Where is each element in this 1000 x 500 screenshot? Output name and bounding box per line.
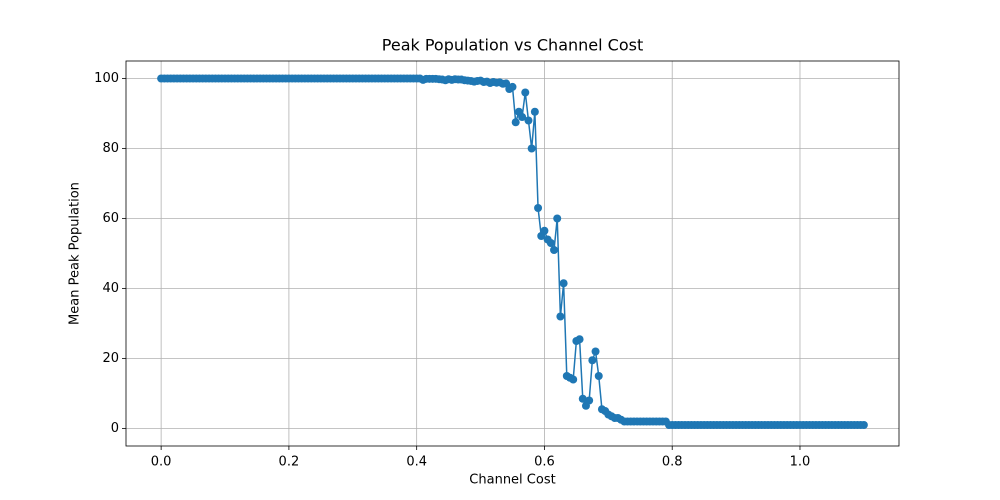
y-tick-label: 80: [102, 141, 119, 156]
data-point: [553, 214, 562, 223]
data-point: [508, 82, 517, 91]
y-tick-label: 0: [111, 421, 119, 436]
y-tick-label: 20: [102, 351, 119, 366]
data-point: [575, 335, 584, 344]
x-tick-label: 0.4: [406, 455, 427, 470]
data-point: [556, 312, 565, 321]
data-point: [527, 144, 536, 153]
data-point: [569, 375, 578, 384]
data-point: [534, 204, 543, 212]
data-point: [594, 372, 603, 380]
data-point: [859, 421, 868, 429]
plot-frame: [125, 60, 900, 447]
y-tick-label: 60: [102, 211, 119, 226]
data-point: [540, 226, 549, 235]
y-axis-label: Mean Peak Population: [68, 182, 83, 325]
data-point: [559, 279, 568, 288]
data-point: [585, 396, 594, 405]
y-tick-label: 40: [102, 281, 119, 296]
x-tick-label: 0.0: [151, 455, 172, 470]
data-point: [588, 356, 597, 365]
data-point: [578, 394, 587, 403]
data-point: [550, 246, 559, 254]
x-tick-label: 1.0: [790, 455, 811, 470]
data-point: [518, 113, 527, 121]
data-point: [524, 116, 533, 125]
data-point: [546, 239, 555, 247]
x-tick-label: 0.8: [662, 455, 683, 470]
x-tick-label: 0.2: [279, 455, 300, 470]
x-tick-label: 0.6: [534, 455, 555, 470]
data-point: [591, 347, 600, 356]
chart-title: Peak Population vs Channel Cost: [382, 36, 643, 55]
data-point: [511, 118, 520, 127]
x-axis-label: Channel Cost: [469, 473, 555, 488]
y-tick-label: 100: [94, 71, 119, 86]
data-point: [521, 88, 530, 97]
data-point: [530, 107, 539, 116]
